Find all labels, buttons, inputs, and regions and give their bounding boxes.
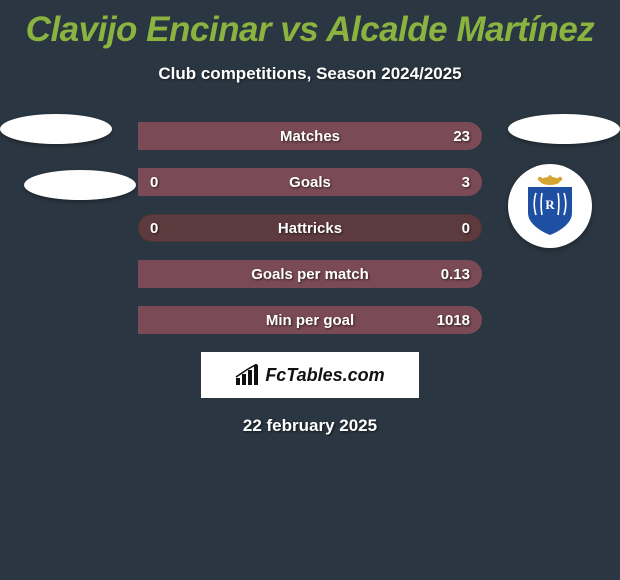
brand-text: FcTables.com: [265, 365, 384, 386]
crown-icon: [538, 175, 562, 185]
stat-label: Min per goal: [224, 312, 396, 329]
stat-label: Hattricks: [224, 220, 396, 237]
page-title: Clavijo Encinar vs Alcalde Martínez: [0, 0, 620, 50]
stat-label: Goals: [224, 174, 396, 191]
subtitle: Club competitions, Season 2024/2025: [0, 64, 620, 84]
svg-text:R: R: [545, 197, 555, 212]
left-badge-1: [0, 114, 112, 144]
stat-label: Goals per match: [224, 266, 396, 283]
brand-box[interactable]: FcTables.com: [201, 352, 419, 398]
left-player-badges: [0, 114, 136, 226]
right-badge-1: [508, 114, 620, 144]
bar-chart-icon: [235, 364, 261, 386]
stat-value-left: 0: [138, 220, 224, 237]
content-area: R Matches230Goals30Hattricks0Goals per m…: [0, 122, 620, 436]
stat-row: Goals per match0.13: [138, 260, 482, 288]
stat-value-left: 0: [138, 174, 224, 191]
right-player-badges: R: [508, 114, 620, 248]
club-logo: R: [508, 164, 592, 248]
stat-row: Matches23: [138, 122, 482, 150]
stat-row: 0Hattricks0: [138, 214, 482, 242]
stat-value-right: 3: [396, 174, 482, 191]
stat-row: Min per goal1018: [138, 306, 482, 334]
stat-value-right: 1018: [396, 312, 482, 329]
comparison-infographic: Clavijo Encinar vs Alcalde Martínez Club…: [0, 0, 620, 580]
club-shield-icon: R: [522, 175, 578, 237]
left-badge-2: [24, 170, 136, 200]
date-text: 22 february 2025: [0, 416, 620, 436]
stat-value-right: 23: [396, 128, 482, 145]
stat-label: Matches: [224, 128, 396, 145]
stat-value-right: 0: [396, 220, 482, 237]
stat-row: 0Goals3: [138, 168, 482, 196]
stat-value-right: 0.13: [396, 266, 482, 283]
stat-rows: Matches230Goals30Hattricks0Goals per mat…: [138, 122, 482, 334]
